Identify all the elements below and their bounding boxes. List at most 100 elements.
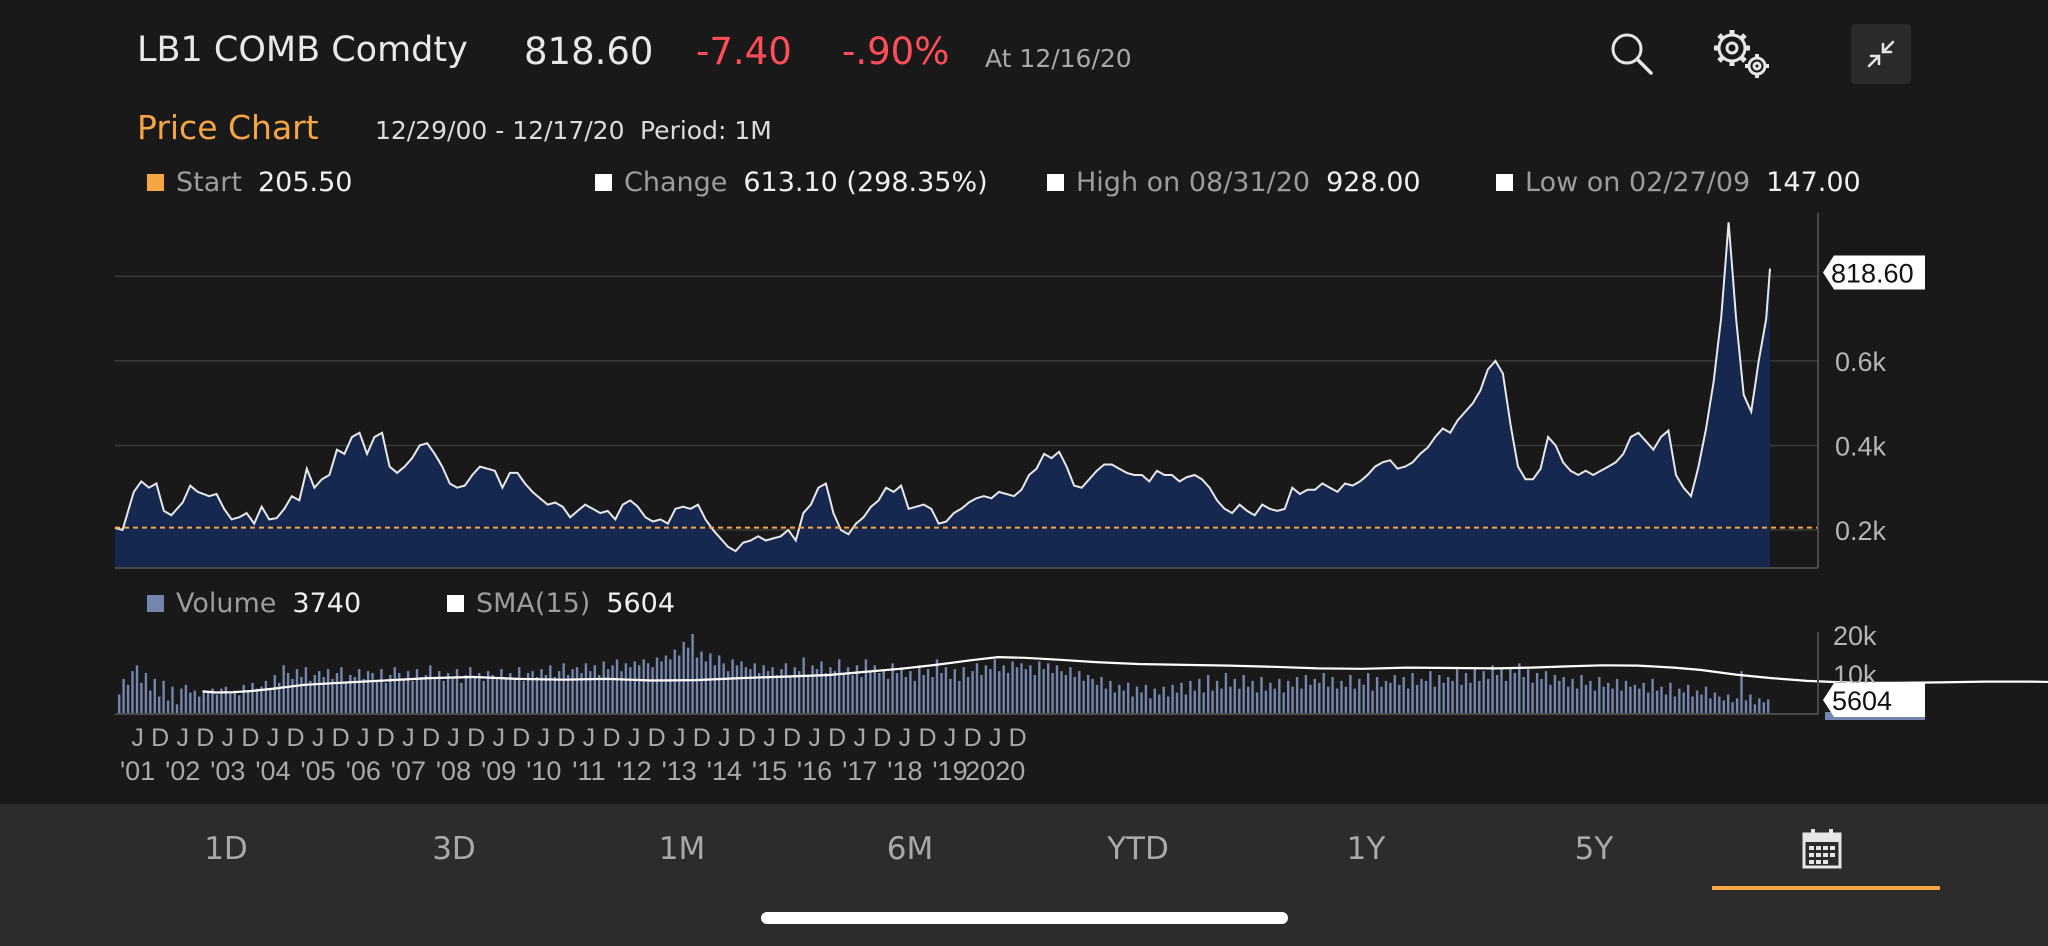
volume-bar xyxy=(1215,680,1219,714)
volume-bar xyxy=(913,680,916,714)
stat-low: Low on 02/27/09 147.00 xyxy=(1496,167,1861,198)
volume-bar xyxy=(1193,690,1196,714)
volume-bar xyxy=(984,665,988,715)
volume-bar xyxy=(1642,682,1645,714)
volume-bar xyxy=(1709,698,1712,714)
volume-bar xyxy=(295,669,299,714)
volume-bar xyxy=(1593,690,1597,714)
volume-bar xyxy=(784,663,788,714)
volume-bar xyxy=(1589,680,1592,714)
volume-bar xyxy=(1535,673,1539,714)
volume-bar xyxy=(966,677,970,714)
volume-bar xyxy=(1033,675,1036,714)
volume-bar xyxy=(1647,692,1650,714)
volume-bar xyxy=(918,665,921,715)
volume-bar xyxy=(798,671,801,714)
tab-ytd[interactable]: YTD xyxy=(1107,831,1169,867)
tab-5y[interactable]: 5Y xyxy=(1574,831,1614,867)
x-tick-month: J xyxy=(267,724,280,752)
volume-bar xyxy=(246,690,250,714)
stat-start: Start 205.50 xyxy=(147,167,352,198)
volume-bar xyxy=(1673,696,1677,714)
volume-bar xyxy=(1678,688,1681,714)
volume-bar xyxy=(558,671,561,714)
volume-bar xyxy=(575,667,579,714)
volume-bar xyxy=(726,671,730,714)
volume-bar xyxy=(278,682,281,714)
volume-bar xyxy=(1442,682,1445,714)
volume-bar xyxy=(793,667,796,714)
date-range[interactable]: 12/29/00 - 12/17/20 xyxy=(375,116,625,145)
x-tick-month: J xyxy=(854,724,867,752)
stat-high-value: 928.00 xyxy=(1326,167,1421,198)
volume-bar xyxy=(1380,686,1383,714)
volume-bar xyxy=(1527,669,1530,714)
volume-bar xyxy=(1087,675,1090,714)
volume-bar xyxy=(349,675,352,714)
volume-bar xyxy=(1402,677,1405,714)
volume-bar xyxy=(380,669,383,714)
volume-bar xyxy=(460,682,463,714)
x-tick-year: '10 xyxy=(526,756,561,786)
volume-bar xyxy=(1460,684,1463,715)
volume-bar xyxy=(1393,675,1396,714)
tab-1d[interactable]: 1D xyxy=(204,831,248,867)
volume-bar xyxy=(433,678,436,714)
volume-bar xyxy=(233,690,236,714)
volume-bar xyxy=(602,661,605,714)
volume-bar xyxy=(238,695,241,714)
x-tick-year: '15 xyxy=(752,756,787,786)
volume-bar xyxy=(420,677,423,714)
tab-3d[interactable]: 3D xyxy=(432,831,476,867)
tab-1m[interactable]: 1M xyxy=(658,831,706,867)
home-indicator[interactable] xyxy=(761,912,1288,924)
x-tick-month: D xyxy=(422,724,440,752)
volume-bar xyxy=(393,667,396,714)
x-tick-month: D xyxy=(783,724,801,752)
volume-bar xyxy=(1433,686,1436,714)
volume-bar xyxy=(700,651,703,714)
volume-bar xyxy=(1273,688,1276,714)
x-tick-month: D xyxy=(512,724,530,752)
x-tick-year: '02 xyxy=(165,756,200,786)
collapse-button[interactable] xyxy=(1851,24,1911,84)
volume-bar xyxy=(269,688,272,714)
x-tick-year: '16 xyxy=(797,756,832,786)
volume-bar xyxy=(1171,684,1174,715)
volume-bar xyxy=(1282,692,1285,714)
volume-bar xyxy=(691,634,694,714)
volume-bar xyxy=(1638,688,1641,714)
tab-6m[interactable]: 6M xyxy=(886,831,934,867)
x-tick-year: '08 xyxy=(436,756,471,786)
collapse-icon xyxy=(1867,40,1895,68)
volume-bar xyxy=(144,673,148,714)
volume-bar xyxy=(1207,675,1210,714)
x-tick-month: D xyxy=(1009,724,1027,752)
x-tick-year: '19 xyxy=(932,756,967,786)
volume-bar xyxy=(242,684,245,715)
volume-value: 3740 xyxy=(292,588,362,619)
volume-bar xyxy=(811,665,814,715)
volume-bar xyxy=(949,678,952,714)
volume-bar xyxy=(873,665,876,715)
volume-bar xyxy=(855,665,859,715)
volume-bar xyxy=(1415,684,1419,715)
volume-bar xyxy=(593,665,596,715)
volume-bar xyxy=(1260,677,1263,714)
search-button[interactable] xyxy=(1608,30,1656,78)
tab-1y[interactable]: 1Y xyxy=(1346,831,1386,867)
volume-bar xyxy=(638,665,641,715)
tab-calendar[interactable] xyxy=(1708,804,1936,894)
timeframe-tab-bar: 1D 3D 1M 6M YTD 1Y 5Y xyxy=(0,804,2048,946)
volume-bar xyxy=(1304,675,1308,714)
volume-bar xyxy=(255,688,259,714)
x-tick-month: D xyxy=(196,724,214,752)
x-tick-year: '01 xyxy=(120,756,155,786)
volume-bar xyxy=(318,671,321,714)
volume-bar xyxy=(1540,678,1543,714)
settings-button[interactable] xyxy=(1710,26,1772,82)
volume-bar xyxy=(189,692,192,714)
period-selector[interactable]: Period: 1M xyxy=(640,116,772,145)
x-tick-month: D xyxy=(738,724,756,752)
